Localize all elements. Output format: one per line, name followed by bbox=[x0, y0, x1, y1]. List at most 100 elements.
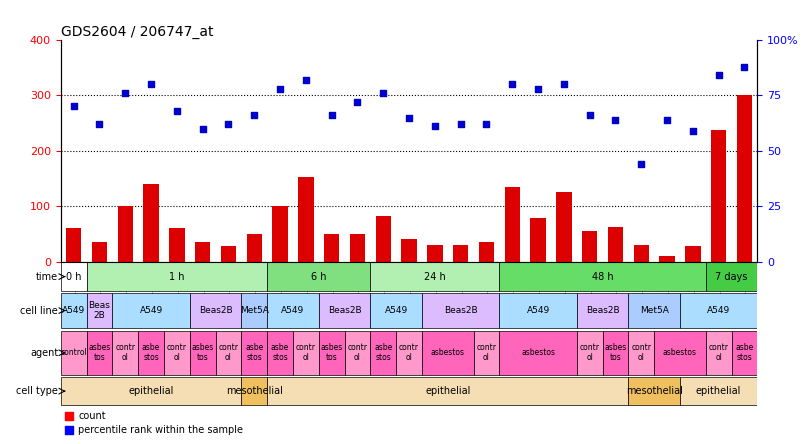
FancyBboxPatch shape bbox=[577, 293, 629, 328]
Text: contr
ol: contr ol bbox=[167, 343, 187, 362]
FancyBboxPatch shape bbox=[499, 262, 706, 291]
Point bbox=[531, 85, 544, 92]
Point bbox=[119, 90, 132, 97]
Point bbox=[480, 121, 493, 128]
Point bbox=[557, 81, 570, 88]
FancyBboxPatch shape bbox=[680, 293, 757, 328]
FancyBboxPatch shape bbox=[61, 377, 241, 405]
FancyBboxPatch shape bbox=[241, 293, 267, 328]
Point bbox=[505, 81, 518, 88]
FancyBboxPatch shape bbox=[370, 262, 499, 291]
FancyBboxPatch shape bbox=[731, 331, 757, 375]
Point bbox=[661, 116, 674, 123]
Point bbox=[248, 112, 261, 119]
Text: percentile rank within the sample: percentile rank within the sample bbox=[78, 425, 243, 435]
FancyBboxPatch shape bbox=[706, 331, 731, 375]
Bar bbox=[505, 187, 520, 262]
Bar bbox=[272, 206, 288, 262]
Text: 48 h: 48 h bbox=[592, 272, 613, 281]
FancyBboxPatch shape bbox=[629, 293, 680, 328]
FancyBboxPatch shape bbox=[61, 331, 87, 375]
FancyBboxPatch shape bbox=[603, 331, 629, 375]
FancyBboxPatch shape bbox=[654, 331, 706, 375]
Text: contr
ol: contr ol bbox=[296, 343, 316, 362]
FancyBboxPatch shape bbox=[370, 293, 422, 328]
Point bbox=[300, 76, 313, 83]
Text: Beas2B: Beas2B bbox=[198, 306, 232, 315]
Text: time: time bbox=[36, 272, 58, 281]
Text: control: control bbox=[60, 348, 87, 357]
Text: A549: A549 bbox=[281, 306, 305, 315]
Text: contr
ol: contr ol bbox=[399, 343, 419, 362]
Bar bbox=[633, 245, 649, 262]
Text: contr
ol: contr ol bbox=[219, 343, 238, 362]
Bar bbox=[427, 245, 442, 262]
FancyBboxPatch shape bbox=[215, 331, 241, 375]
FancyBboxPatch shape bbox=[113, 331, 139, 375]
FancyBboxPatch shape bbox=[61, 293, 87, 328]
Point bbox=[222, 121, 235, 128]
Text: asbe
stos: asbe stos bbox=[735, 343, 753, 362]
Text: 1 h: 1 h bbox=[169, 272, 185, 281]
FancyBboxPatch shape bbox=[293, 331, 319, 375]
Bar bbox=[737, 95, 752, 262]
Text: contr
ol: contr ol bbox=[476, 343, 497, 362]
Bar bbox=[195, 242, 211, 262]
Text: GDS2604 / 206747_at: GDS2604 / 206747_at bbox=[61, 25, 213, 39]
FancyBboxPatch shape bbox=[190, 331, 215, 375]
FancyBboxPatch shape bbox=[139, 331, 164, 375]
Text: asbestos: asbestos bbox=[521, 348, 555, 357]
Text: contr
ol: contr ol bbox=[347, 343, 368, 362]
Bar bbox=[608, 227, 623, 262]
FancyBboxPatch shape bbox=[370, 331, 396, 375]
Text: A549: A549 bbox=[62, 306, 85, 315]
Bar bbox=[350, 234, 365, 262]
FancyBboxPatch shape bbox=[499, 331, 577, 375]
Bar bbox=[711, 130, 727, 262]
Bar bbox=[92, 242, 107, 262]
Text: count: count bbox=[78, 411, 106, 420]
Bar bbox=[324, 234, 339, 262]
Text: epithelial: epithelial bbox=[128, 386, 173, 396]
Point bbox=[144, 81, 157, 88]
Text: mesothelial: mesothelial bbox=[226, 386, 283, 396]
Bar bbox=[453, 245, 468, 262]
FancyBboxPatch shape bbox=[113, 293, 190, 328]
Text: A549: A549 bbox=[707, 306, 731, 315]
FancyBboxPatch shape bbox=[267, 331, 293, 375]
Bar bbox=[66, 228, 81, 262]
Text: Beas2B: Beas2B bbox=[328, 306, 361, 315]
Bar bbox=[401, 239, 417, 262]
Text: agent: agent bbox=[30, 348, 58, 358]
Text: asbes
tos: asbes tos bbox=[321, 343, 343, 362]
Bar bbox=[685, 246, 701, 262]
Point bbox=[93, 121, 106, 128]
Text: 6 h: 6 h bbox=[311, 272, 326, 281]
Point bbox=[583, 112, 596, 119]
Bar bbox=[556, 192, 572, 262]
FancyBboxPatch shape bbox=[629, 331, 654, 375]
FancyBboxPatch shape bbox=[241, 377, 267, 405]
Point bbox=[274, 85, 287, 92]
Point bbox=[428, 123, 441, 130]
Text: asbe
stos: asbe stos bbox=[142, 343, 160, 362]
Point bbox=[62, 427, 75, 434]
Bar bbox=[298, 177, 313, 262]
Bar bbox=[117, 206, 133, 262]
FancyBboxPatch shape bbox=[422, 293, 499, 328]
FancyBboxPatch shape bbox=[499, 293, 577, 328]
Bar bbox=[479, 242, 494, 262]
Text: 7 days: 7 days bbox=[715, 272, 748, 281]
Text: asbes
tos: asbes tos bbox=[191, 343, 214, 362]
Bar bbox=[582, 231, 598, 262]
FancyBboxPatch shape bbox=[267, 293, 319, 328]
Bar bbox=[143, 184, 159, 262]
Text: contr
ol: contr ol bbox=[709, 343, 729, 362]
FancyBboxPatch shape bbox=[319, 331, 344, 375]
Point bbox=[62, 412, 75, 419]
Text: A549: A549 bbox=[139, 306, 163, 315]
FancyBboxPatch shape bbox=[87, 331, 113, 375]
FancyBboxPatch shape bbox=[267, 377, 629, 405]
FancyBboxPatch shape bbox=[87, 293, 113, 328]
Text: contr
ol: contr ol bbox=[631, 343, 651, 362]
